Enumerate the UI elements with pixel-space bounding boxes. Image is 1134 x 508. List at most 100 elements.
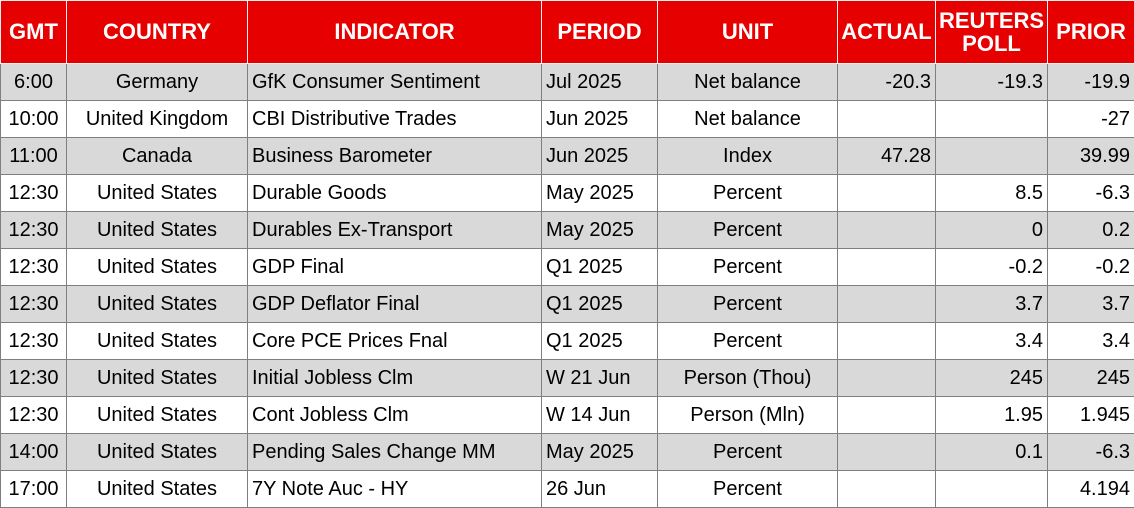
cell-gmt: 12:30 <box>1 212 67 249</box>
header-indicator: INDICATOR <box>248 1 542 64</box>
cell-prior: 39.99 <box>1048 138 1134 175</box>
cell-indicator: Core PCE Prices Fnal <box>248 323 542 360</box>
header-reuters-poll: REUTERS POLL <box>936 1 1048 64</box>
cell-prior: -6.3 <box>1048 434 1134 471</box>
cell-poll: -0.2 <box>936 249 1048 286</box>
header-reuters-poll-line1: REUTERS <box>939 8 1044 33</box>
cell-country: United Kingdom <box>67 101 248 138</box>
cell-prior: -0.2 <box>1048 249 1134 286</box>
header-gmt: GMT <box>1 1 67 64</box>
cell-period: W 14 Jun <box>542 397 658 434</box>
cell-country: United States <box>67 471 248 508</box>
cell-actual <box>838 101 936 138</box>
cell-period: Jul 2025 <box>542 64 658 101</box>
cell-country: United States <box>67 175 248 212</box>
cell-country: United States <box>67 212 248 249</box>
cell-gmt: 12:30 <box>1 249 67 286</box>
cell-country: United States <box>67 397 248 434</box>
cell-actual <box>838 212 936 249</box>
cell-gmt: 10:00 <box>1 101 67 138</box>
header-period: PERIOD <box>542 1 658 64</box>
cell-gmt: 11:00 <box>1 138 67 175</box>
cell-prior: 3.4 <box>1048 323 1134 360</box>
cell-indicator: CBI Distributive Trades <box>248 101 542 138</box>
cell-country: United States <box>67 286 248 323</box>
cell-period: May 2025 <box>542 212 658 249</box>
header-country: COUNTRY <box>67 1 248 64</box>
cell-unit: Net balance <box>658 101 838 138</box>
cell-period: Jun 2025 <box>542 101 658 138</box>
cell-poll <box>936 101 1048 138</box>
cell-indicator: Pending Sales Change MM <box>248 434 542 471</box>
cell-indicator: GDP Deflator Final <box>248 286 542 323</box>
cell-gmt: 6:00 <box>1 64 67 101</box>
cell-period: Q1 2025 <box>542 249 658 286</box>
cell-country: United States <box>67 249 248 286</box>
cell-unit: Percent <box>658 471 838 508</box>
cell-period: W 21 Jun <box>542 360 658 397</box>
cell-prior: -19.9 <box>1048 64 1134 101</box>
cell-poll: 3.4 <box>936 323 1048 360</box>
cell-gmt: 12:30 <box>1 323 67 360</box>
cell-poll: 245 <box>936 360 1048 397</box>
header-actual: ACTUAL <box>838 1 936 64</box>
cell-actual <box>838 397 936 434</box>
cell-actual: 47.28 <box>838 138 936 175</box>
cell-actual <box>838 249 936 286</box>
cell-poll: 0 <box>936 212 1048 249</box>
cell-gmt: 12:30 <box>1 286 67 323</box>
cell-gmt: 17:00 <box>1 471 67 508</box>
cell-gmt: 12:30 <box>1 397 67 434</box>
cell-poll: 1.95 <box>936 397 1048 434</box>
cell-period: May 2025 <box>542 434 658 471</box>
cell-actual <box>838 175 936 212</box>
cell-indicator: Cont Jobless Clm <box>248 397 542 434</box>
cell-period: Jun 2025 <box>542 138 658 175</box>
cell-poll <box>936 138 1048 175</box>
cell-unit: Person (Mln) <box>658 397 838 434</box>
header-row: GMT COUNTRY INDICATOR PERIOD UNIT ACTUAL… <box>1 1 1134 64</box>
cell-poll: 3.7 <box>936 286 1048 323</box>
cell-prior: 245 <box>1048 360 1134 397</box>
cell-period: Q1 2025 <box>542 286 658 323</box>
cell-prior: 4.194 <box>1048 471 1134 508</box>
cell-prior: -6.3 <box>1048 175 1134 212</box>
cell-period: May 2025 <box>542 175 658 212</box>
cell-unit: Percent <box>658 434 838 471</box>
cell-unit: Index <box>658 138 838 175</box>
cell-unit: Percent <box>658 286 838 323</box>
cell-indicator: 7Y Note Auc - HY <box>248 471 542 508</box>
cell-indicator: GfK Consumer Sentiment <box>248 64 542 101</box>
cell-country: Canada <box>67 138 248 175</box>
cell-unit: Percent <box>658 212 838 249</box>
cell-poll: -19.3 <box>936 64 1048 101</box>
cell-actual <box>838 286 936 323</box>
cell-actual <box>838 323 936 360</box>
cell-country: United States <box>67 360 248 397</box>
cell-actual <box>838 434 936 471</box>
cell-actual: -20.3 <box>838 64 936 101</box>
cell-indicator: Initial Jobless Clm <box>248 360 542 397</box>
cell-poll: 0.1 <box>936 434 1048 471</box>
cell-indicator: Business Barometer <box>248 138 542 175</box>
cell-poll <box>936 471 1048 508</box>
cell-indicator: GDP Final <box>248 249 542 286</box>
cell-unit: Percent <box>658 323 838 360</box>
cell-unit: Percent <box>658 175 838 212</box>
cell-period: Q1 2025 <box>542 323 658 360</box>
header-reuters-poll-line2: POLL <box>962 31 1021 56</box>
cell-country: United States <box>67 434 248 471</box>
cell-country: United States <box>67 323 248 360</box>
